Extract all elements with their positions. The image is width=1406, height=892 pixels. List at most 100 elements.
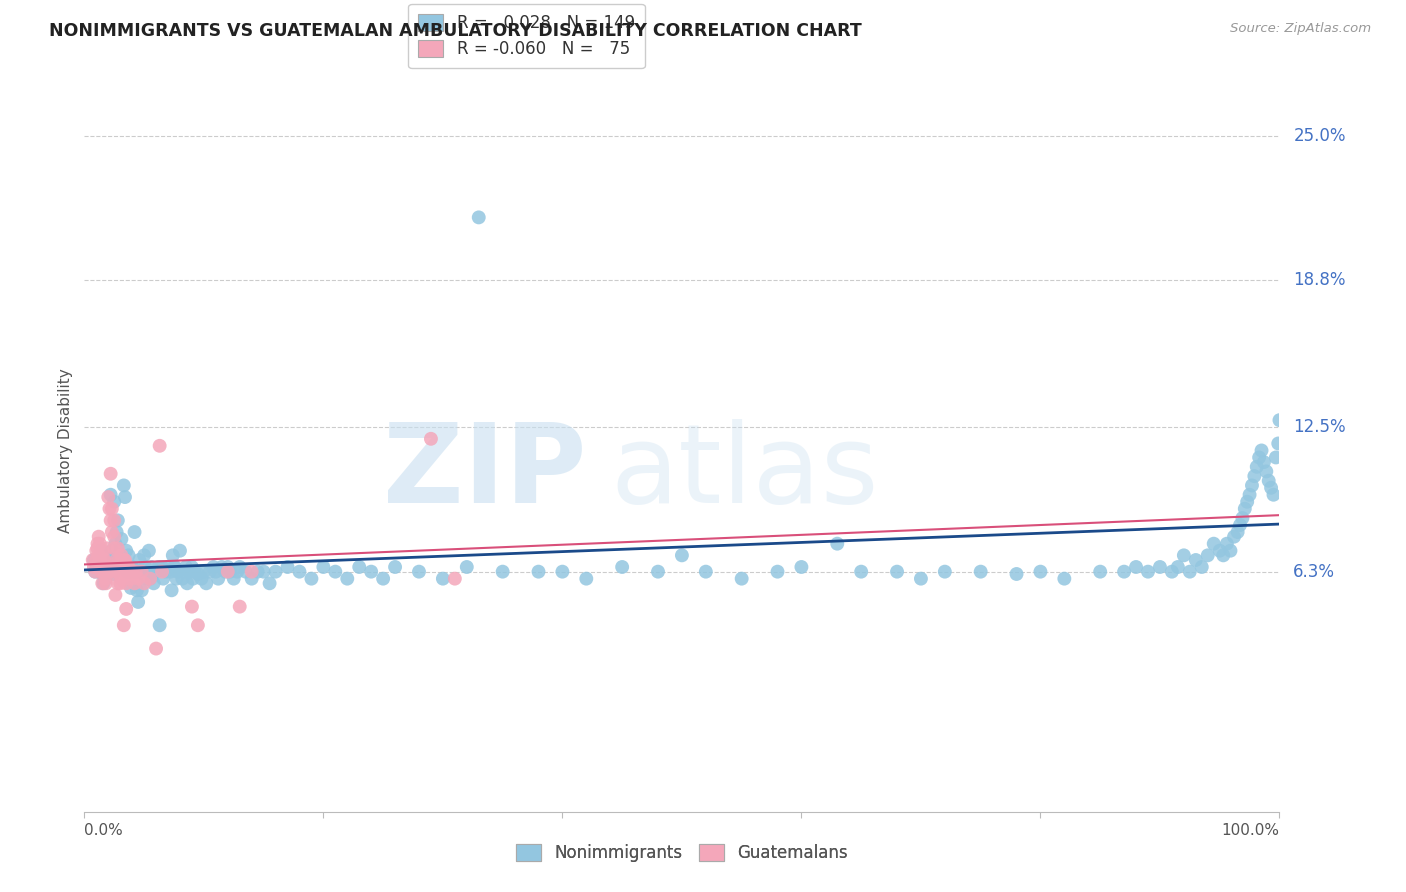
Point	[1167, 560, 1189, 574]
Point	[173, 565, 195, 579]
Point	[83, 560, 105, 574]
Point	[1053, 572, 1076, 586]
Point	[96, 562, 118, 576]
Point	[145, 641, 167, 656]
Point	[157, 560, 180, 574]
Point	[259, 576, 281, 591]
Point	[193, 565, 215, 579]
Point	[152, 572, 174, 586]
Point	[112, 478, 135, 492]
Point	[240, 572, 263, 586]
Point	[187, 566, 209, 581]
Point	[1114, 565, 1136, 579]
Point	[1223, 530, 1246, 544]
Point	[1219, 543, 1241, 558]
Point	[107, 513, 129, 527]
Point	[150, 560, 173, 574]
Point	[103, 530, 125, 544]
Point	[89, 537, 111, 551]
Point	[101, 501, 124, 516]
Point	[1125, 560, 1147, 574]
Point	[112, 618, 135, 632]
Point	[1161, 565, 1184, 579]
Point	[179, 565, 201, 579]
Point	[527, 565, 550, 579]
Point	[93, 553, 115, 567]
Point	[165, 572, 187, 586]
Point	[128, 553, 150, 567]
Y-axis label: Ambulatory Disability: Ambulatory Disability	[58, 368, 73, 533]
Point	[432, 572, 454, 586]
Point	[169, 543, 191, 558]
Point	[104, 537, 127, 551]
Point	[114, 490, 136, 504]
Point	[82, 553, 104, 567]
Point	[125, 583, 148, 598]
Point	[104, 560, 127, 574]
Point	[115, 576, 138, 591]
Point	[444, 572, 467, 586]
Point	[87, 549, 110, 563]
Point	[105, 524, 128, 539]
Point	[131, 583, 153, 598]
Point	[226, 565, 249, 579]
Point	[115, 602, 138, 616]
Point	[94, 576, 117, 591]
Point	[145, 565, 167, 579]
Point	[107, 576, 129, 591]
Point	[198, 565, 221, 579]
Point	[86, 553, 108, 567]
Point	[105, 565, 128, 579]
Point	[150, 565, 173, 579]
Point	[148, 560, 170, 574]
Point	[214, 565, 236, 579]
Point	[190, 572, 212, 586]
Point	[1267, 436, 1289, 450]
Point	[176, 576, 198, 591]
Point	[1137, 565, 1160, 579]
Point	[132, 549, 156, 563]
Point	[125, 565, 148, 579]
Point	[101, 566, 124, 581]
Point	[101, 565, 124, 579]
Point	[235, 565, 257, 579]
Point	[219, 565, 242, 579]
Point	[1209, 543, 1232, 558]
Point	[166, 565, 188, 579]
Point	[121, 565, 143, 579]
Point	[1216, 537, 1239, 551]
Point	[91, 576, 114, 591]
Point	[384, 560, 406, 574]
Point	[162, 549, 184, 563]
Point	[1090, 565, 1112, 579]
Point	[1149, 560, 1171, 574]
Point	[110, 576, 132, 591]
Point	[120, 572, 142, 586]
Point	[117, 560, 139, 574]
Point	[87, 550, 110, 565]
Point	[127, 595, 149, 609]
Point	[100, 488, 122, 502]
Point	[1173, 549, 1195, 563]
Point	[1253, 455, 1275, 469]
Point	[349, 560, 371, 574]
Point	[288, 565, 311, 579]
Point	[253, 565, 276, 579]
Text: 18.8%: 18.8%	[1294, 271, 1346, 289]
Point	[181, 599, 204, 614]
Point	[101, 543, 124, 558]
Point	[1239, 488, 1261, 502]
Point	[1250, 443, 1272, 458]
Point	[132, 576, 156, 591]
Point	[187, 618, 209, 632]
Point	[217, 565, 239, 579]
Point	[183, 565, 205, 579]
Point	[149, 618, 172, 632]
Point	[110, 560, 132, 574]
Point	[141, 560, 163, 574]
Point	[205, 565, 228, 579]
Point	[551, 565, 574, 579]
Point	[100, 513, 122, 527]
Point	[98, 558, 121, 572]
Point	[98, 565, 121, 579]
